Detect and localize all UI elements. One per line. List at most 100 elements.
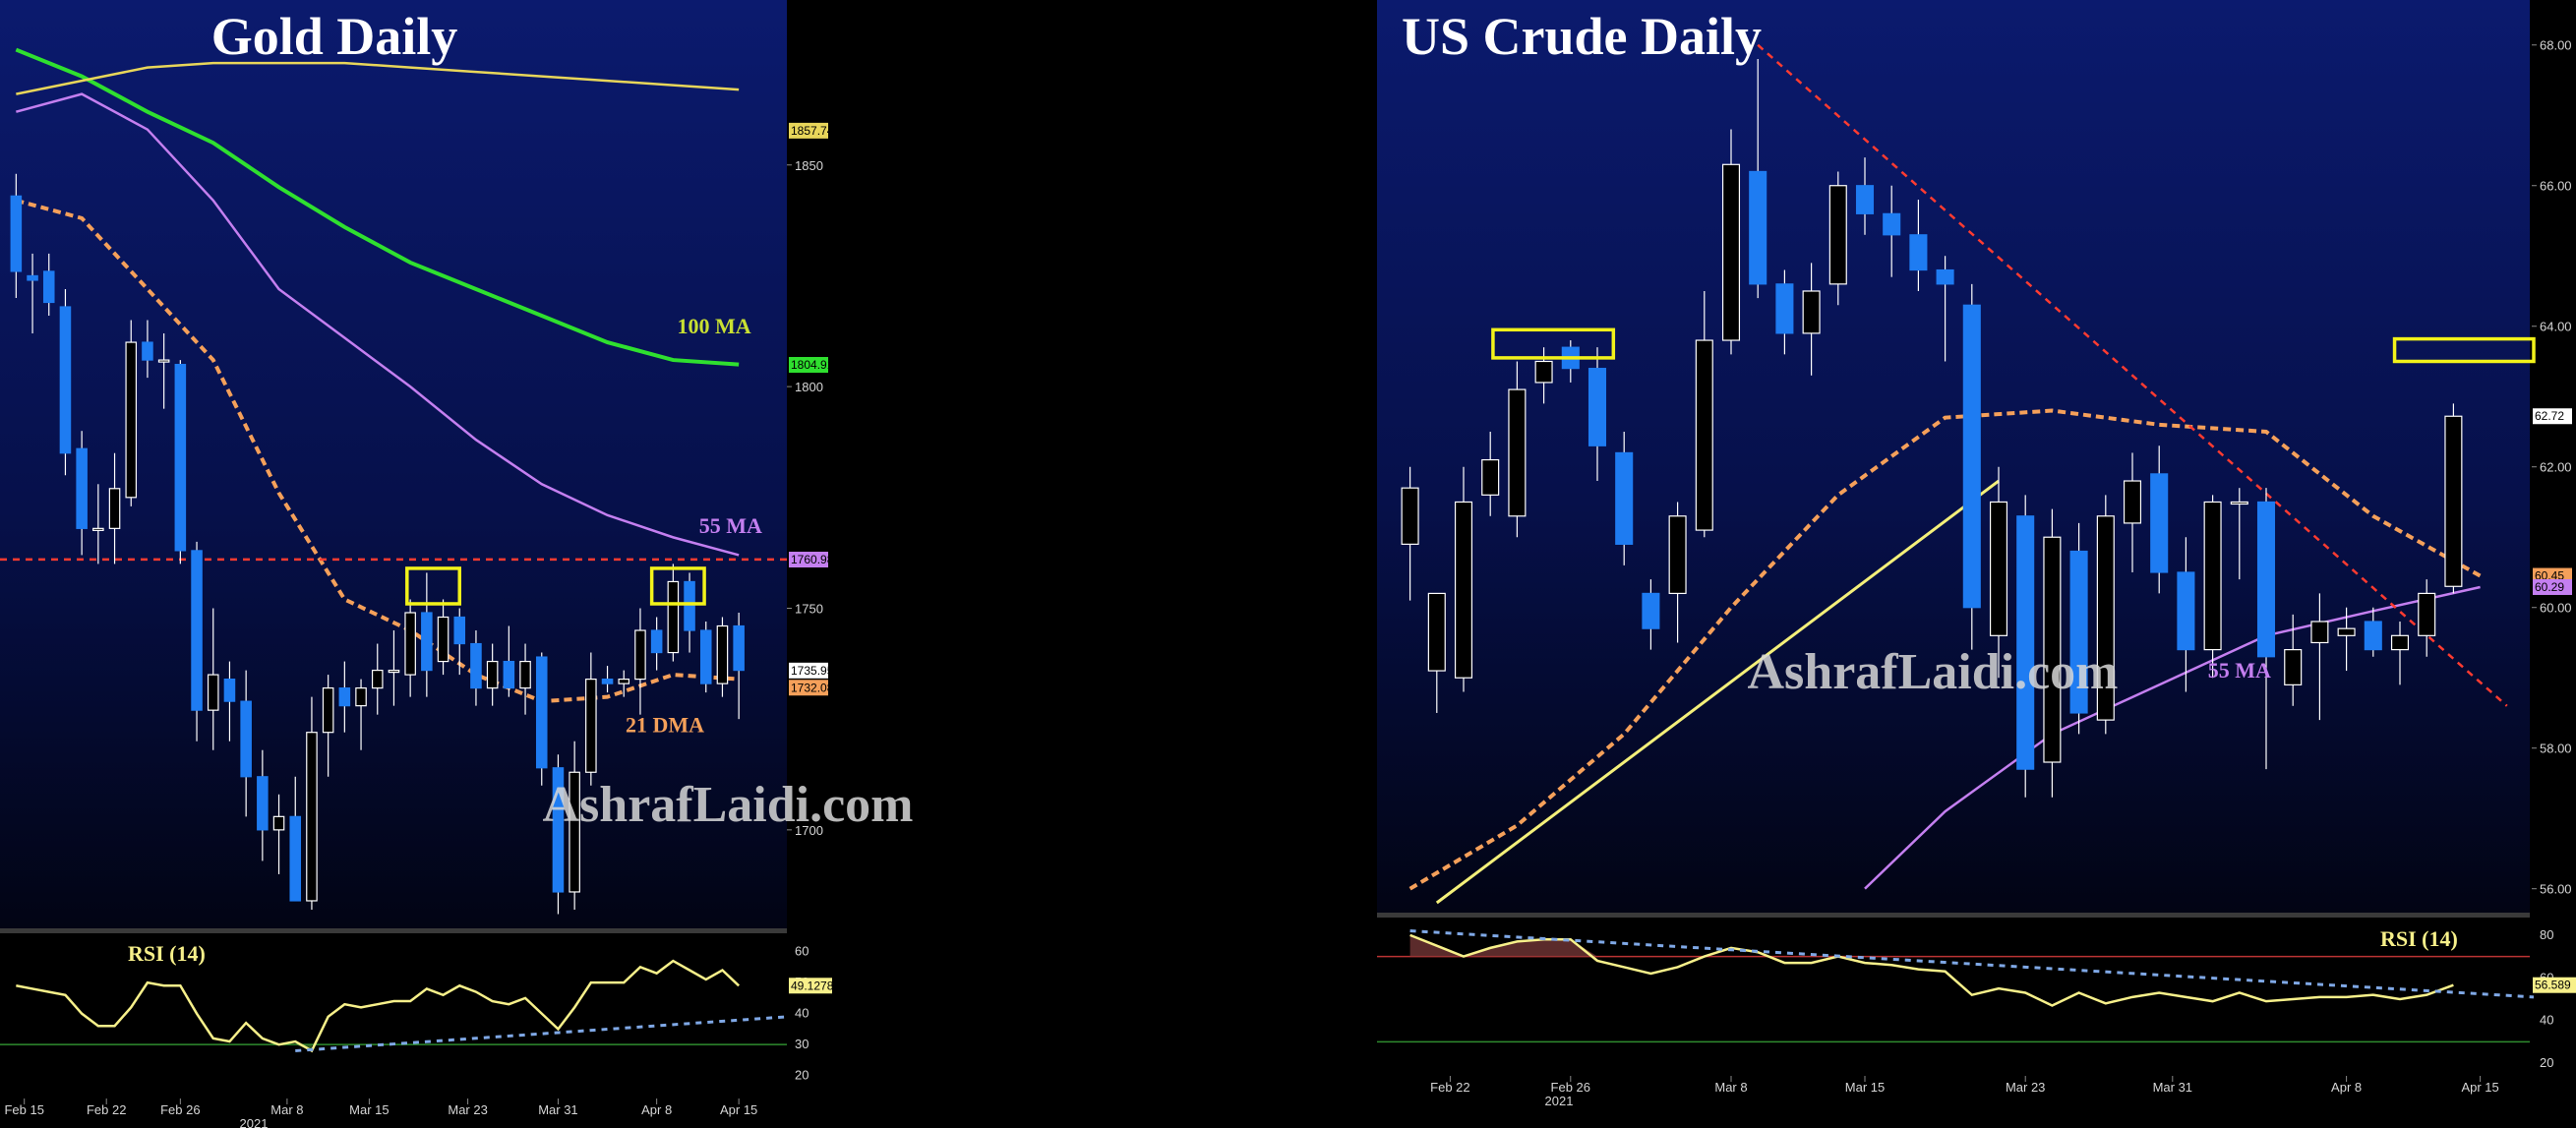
gold-candle-body [272, 815, 285, 831]
crude-rsi-trendline [1409, 929, 2535, 999]
gold-candle-body [142, 341, 153, 361]
gold-price-axis: 1700 1750 1800 1850 1857.74 1804.91 1760.98 173… [787, 122, 834, 838]
crude-candle [2390, 622, 2410, 685]
gold-candle-body [125, 341, 138, 499]
crude-candle [2444, 403, 2463, 594]
gold-candle-body [585, 679, 597, 773]
gold-candle-body [306, 732, 318, 902]
gold-candle-body [486, 660, 499, 689]
gold-candle-body [191, 550, 203, 711]
crude-ytick-label: 68.00 [2540, 38, 2572, 53]
crude-candle [1883, 185, 1901, 277]
gold-candle-body [223, 679, 236, 702]
gold-candle [684, 572, 695, 653]
gold-candle-body [157, 359, 170, 363]
gold-candle [289, 776, 302, 902]
crude-rsi-line [1409, 933, 2454, 1007]
crude-candle-body [1668, 515, 1687, 595]
crude-candle [2177, 537, 2195, 692]
crude-candle-body [1855, 185, 1875, 214]
crude-candle-body [2150, 473, 2169, 573]
gold-candle [92, 484, 104, 564]
gold-ytick-label: 1750 [795, 601, 823, 616]
gold-candle [733, 612, 745, 720]
gold-candle-body [552, 767, 565, 893]
gold-xtick-label: Apr 15 [720, 1102, 757, 1117]
crude-candle-body [1695, 339, 1713, 531]
gold-xtick-label: Feb 26 [160, 1102, 200, 1117]
gold-daily-panel: 100 MA 55 MA 21 DMA 1700 1750 1800 1850 1857.7… [0, 0, 834, 1128]
gold-candle [76, 431, 88, 556]
gold-candle [108, 452, 121, 564]
crude-candle-body [1989, 501, 2008, 636]
crude-panel-divider [1377, 913, 2530, 918]
gold-candle-body [388, 669, 400, 674]
crude-axis-strip [2530, 0, 2576, 1128]
gold-candle [699, 622, 712, 693]
crude-candle [1481, 431, 1500, 516]
crude-candle-body [2444, 415, 2463, 587]
crude-candle [1749, 59, 1767, 299]
crude-candle-body [2337, 627, 2356, 636]
gold-candle-body [650, 629, 663, 654]
gold-candle-body [371, 669, 384, 689]
gold-candle-body [618, 679, 630, 684]
gold-candle-body [404, 612, 416, 676]
gold-candle [519, 643, 531, 715]
crude-candle [1401, 466, 1419, 601]
gold-rsi-tag: 49.1278 [791, 979, 834, 992]
gold-candle [306, 696, 318, 910]
crude-candle-body [2418, 592, 2436, 636]
gold-rsi-ytick: 20 [795, 1068, 809, 1083]
crude-candle-body [1749, 170, 1767, 285]
crude-chart-title: US Crude Daily [1402, 7, 1762, 66]
crude-candle [1508, 361, 1527, 538]
gold-candle [371, 643, 384, 715]
crude-ma-label: 55 MA [2208, 658, 2271, 683]
crude-candle-body [1642, 592, 1660, 629]
crude-ytick-label: 60.00 [2540, 601, 2572, 616]
gold-price-tag-bg [789, 680, 828, 696]
crude-candle [2310, 593, 2329, 721]
gold-candle-body [503, 660, 515, 689]
crude-candle [2364, 607, 2382, 657]
crude-ytick-label: 58.00 [2540, 742, 2572, 756]
gold-candle-body [421, 612, 433, 672]
gold-candle-body [634, 629, 646, 681]
gold-ytick-label: 1700 [795, 823, 823, 838]
crude-candle [1802, 263, 1821, 376]
crude-xtick-label: Mar 31 [2153, 1080, 2192, 1095]
gold-candle-body [569, 771, 580, 893]
gold-candle-body [699, 629, 712, 684]
crude-highlight-box [2392, 336, 2536, 364]
gold-candle [453, 608, 466, 676]
crude-candle [2418, 579, 2436, 657]
crude-ytick-label: 56.00 [2540, 882, 2572, 897]
crude-candle-body [2310, 621, 2329, 644]
gold-candle [257, 749, 269, 861]
crude-price-tag: 62.72 [2535, 409, 2564, 423]
crude-candle [1642, 579, 1660, 650]
gold-candle-body [667, 580, 680, 654]
gold-rsi-ytick: 60 [795, 944, 809, 959]
crude-xtick-label: Mar 23 [2006, 1080, 2045, 1095]
crude-candle-body [1883, 212, 1901, 236]
crude-candle-body [2390, 634, 2410, 651]
crude-candle [2203, 495, 2222, 679]
gold-candle [601, 666, 614, 693]
us-crude-daily-panel: 55 MA 56.00 58.00 60.00 62.00 64.00 66.00 68.0… [1377, 0, 2576, 1128]
gold-ma-label: 55 MA [699, 513, 762, 538]
gold-candle [437, 599, 449, 676]
crude-rsi-ytick: 40 [2540, 1013, 2553, 1028]
crude-candle-body [2123, 480, 2142, 524]
gold-candle [338, 661, 351, 733]
crude-candle-body [1802, 290, 1821, 334]
gold-xtick-label: Feb 15 [4, 1102, 43, 1117]
gold-candle [240, 670, 252, 817]
gold-candle [125, 320, 138, 506]
crude-candle-body [2069, 550, 2088, 714]
crude-candle [2043, 508, 2062, 798]
crude-candle-body [1481, 458, 1500, 496]
crude-candle [2069, 522, 2088, 735]
crude-xtick-label: Apr 15 [2461, 1080, 2498, 1095]
